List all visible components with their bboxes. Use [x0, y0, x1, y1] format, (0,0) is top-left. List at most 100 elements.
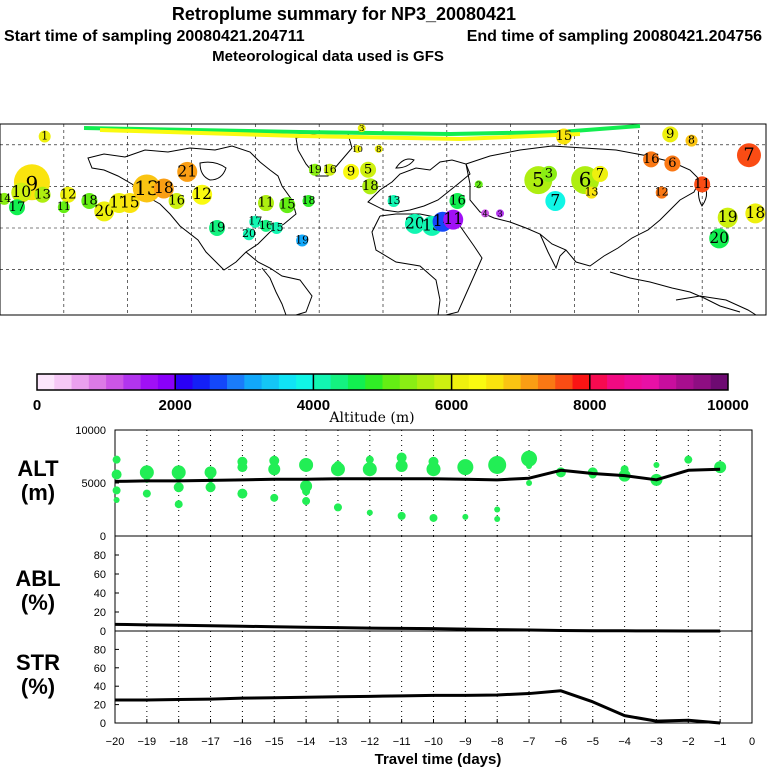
- alt-dot: [429, 513, 438, 522]
- plume-marker: 13: [132, 174, 161, 203]
- colorbar-tick-label: 10000: [707, 397, 749, 414]
- alt-dot: [714, 461, 727, 474]
- scandinavia-coast: [395, 158, 415, 169]
- colorbar-segment-31: [572, 374, 591, 390]
- abl-panel-line: [114, 622, 721, 633]
- colorbar-frame: [36, 373, 729, 391]
- plume-dot: [132, 174, 161, 203]
- plume-marker: 18: [362, 178, 379, 195]
- plume-dot: [474, 180, 483, 189]
- plume-label: 3: [359, 124, 364, 134]
- plume-label: 6: [579, 167, 592, 191]
- alt-dot: [237, 488, 248, 499]
- plume-dot: [242, 228, 255, 241]
- plume-marker: 16: [168, 192, 185, 209]
- plume-label: 18: [154, 179, 174, 197]
- colorbar-segment-35: [641, 374, 660, 390]
- plume-dot: [387, 194, 400, 207]
- plume-marker: 11: [694, 176, 711, 193]
- plume-marker: 1: [38, 129, 51, 143]
- plume-label: 12: [60, 187, 77, 202]
- alt-dot: [526, 480, 533, 486]
- colorbar-segment-0: [37, 374, 55, 390]
- plume-marker: 13: [585, 186, 599, 199]
- colorbar-segment-24: [451, 374, 470, 390]
- plume-dot: [643, 151, 660, 168]
- x-tick-label: −16: [233, 736, 252, 748]
- start-time-label: Start time of sampling 20080421.204711: [4, 28, 305, 45]
- plume-label: 7: [550, 191, 560, 209]
- plume-label: 15: [555, 129, 572, 144]
- plume-marker: 10: [11, 182, 32, 203]
- plume-marker: 16: [643, 151, 660, 168]
- colorbar-segment-4: [106, 374, 124, 390]
- chart-title: Retroplume summary for NP3_20080421: [172, 4, 516, 24]
- alt-dot: [302, 497, 311, 506]
- plume-label: 10: [352, 145, 363, 155]
- colorbar-tick-label: 4000: [297, 397, 330, 414]
- str-unit: (%): [21, 674, 55, 699]
- plume-dot: [449, 192, 466, 209]
- x-tick-label: −10: [424, 736, 443, 748]
- x-tick-label: −5: [586, 736, 599, 748]
- alt-dot: [461, 460, 470, 469]
- plume-marker: 20: [404, 213, 425, 234]
- plume-marker: 11: [258, 195, 274, 212]
- plume-dot: [259, 219, 272, 232]
- alt-dot: [204, 466, 217, 479]
- colorbar-segment-36: [658, 374, 677, 390]
- colorbar-segment-16: [313, 374, 332, 390]
- alt-dot: [139, 465, 154, 480]
- plume-marker: 16: [323, 163, 337, 176]
- plume-marker: 12: [60, 186, 77, 203]
- plume-marker: 11: [443, 209, 464, 230]
- alt-dot: [333, 460, 342, 469]
- plume-dot: [177, 161, 198, 182]
- plume-label: 16: [323, 163, 337, 176]
- alt-dot: [113, 496, 120, 503]
- colorbar-segment-30: [555, 374, 574, 390]
- plume-dot: [279, 197, 296, 214]
- plume-marker: 19: [209, 219, 225, 236]
- colorbar-segment-21: [399, 374, 418, 390]
- x-tick-label: −2: [682, 736, 695, 748]
- str-panel-line: [115, 689, 721, 725]
- plume-label: 11: [443, 210, 463, 228]
- plume-label: 15: [270, 221, 284, 234]
- x-tick-label: −11: [393, 736, 411, 748]
- plume-marker: 12: [655, 186, 669, 199]
- india-coast: [539, 233, 567, 270]
- africa-coast: [371, 213, 483, 316]
- plume-dot: [308, 163, 321, 176]
- plume-label: 11: [57, 200, 71, 213]
- y-tick-label: 40: [94, 681, 106, 693]
- plume-marker: 19: [717, 207, 738, 228]
- x-tick-label: −20: [106, 736, 125, 748]
- plume-marker: 9: [343, 163, 360, 180]
- x-tick-label: −8: [491, 736, 504, 748]
- plume-marker: 6: [664, 155, 681, 172]
- alt-dot: [362, 462, 377, 477]
- australia-coast: [675, 295, 757, 316]
- colorbar-segment-29: [537, 374, 556, 390]
- plume-marker: 14: [0, 192, 11, 205]
- alt-dot: [366, 509, 373, 516]
- plume-marker: 13: [387, 194, 401, 207]
- colorbar-segment-10: [209, 374, 228, 390]
- plume-dot: [57, 201, 70, 214]
- y-tick-label: 40: [94, 588, 106, 600]
- alt-dot: [494, 516, 501, 523]
- plume-marker: 19: [295, 233, 309, 247]
- colorbar-xlabel: Altitude (m): [328, 410, 414, 426]
- plume-dot: [709, 228, 730, 249]
- plume-dot: [664, 155, 681, 172]
- plume-marker: 3: [540, 165, 557, 182]
- plume-label: 15: [279, 198, 296, 213]
- plume-dot: [296, 234, 309, 247]
- alt-dot: [112, 455, 121, 464]
- plume-dot: [34, 186, 51, 203]
- plume-marker: 8: [374, 144, 383, 155]
- asia-coast: [465, 145, 701, 267]
